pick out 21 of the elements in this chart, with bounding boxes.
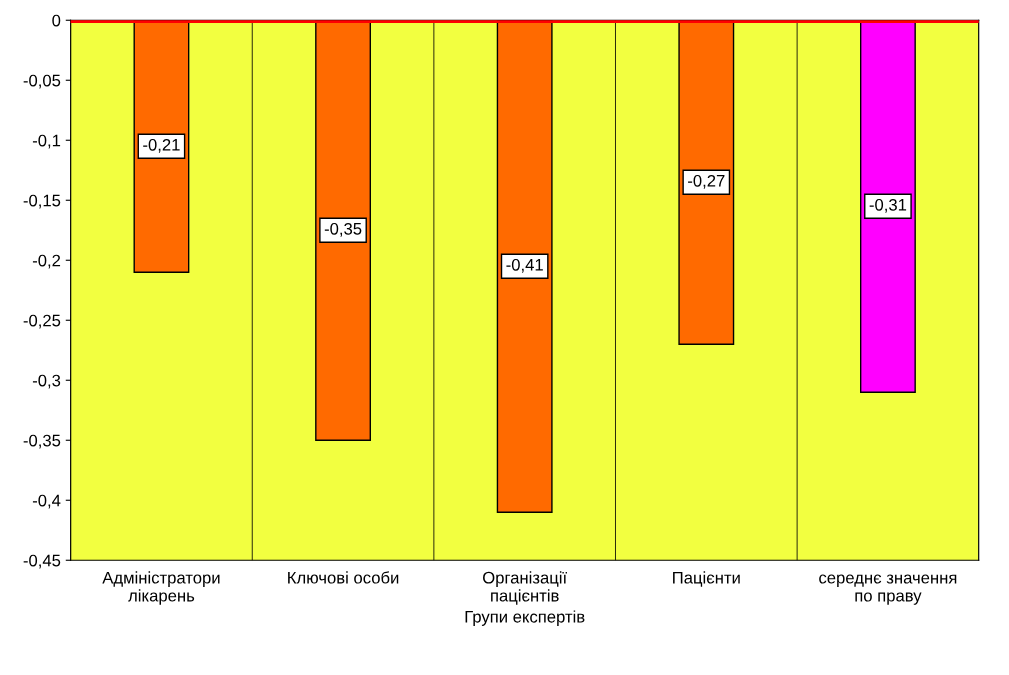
data-label: -0,35 bbox=[324, 222, 362, 237]
data-label: -0,27 bbox=[688, 174, 725, 189]
x-tick-label: Організації пацієнтів bbox=[483, 571, 567, 605]
x-tick-label: Ключові особи bbox=[288, 571, 399, 584]
y-tick-label: -0,35 bbox=[23, 434, 61, 449]
y-tick-label: -0,15 bbox=[23, 194, 61, 209]
data-label: -0,41 bbox=[506, 258, 543, 273]
y-tick-label: -0,1 bbox=[32, 134, 61, 149]
x-tick-label: Адміністратори лікарень bbox=[102, 571, 220, 605]
y-tick-label: -0,25 bbox=[23, 314, 61, 329]
y-tick-label: -0,3 bbox=[32, 374, 61, 389]
x-tick-label: Пацієнти bbox=[673, 571, 740, 587]
x-axis-title: Групи експертів bbox=[465, 610, 585, 626]
y-tick-label: -0,05 bbox=[23, 74, 61, 89]
y-tick-label: 0 bbox=[52, 14, 61, 27]
data-label: -0,31 bbox=[869, 198, 907, 213]
y-tick-label: -0,2 bbox=[32, 254, 61, 269]
data-label: -0,21 bbox=[143, 138, 180, 153]
y-tick-label: -0,45 bbox=[23, 554, 61, 569]
x-tick-label: середнє значення по праву bbox=[819, 574, 957, 605]
y-tick-label: -0,4 bbox=[32, 494, 61, 509]
